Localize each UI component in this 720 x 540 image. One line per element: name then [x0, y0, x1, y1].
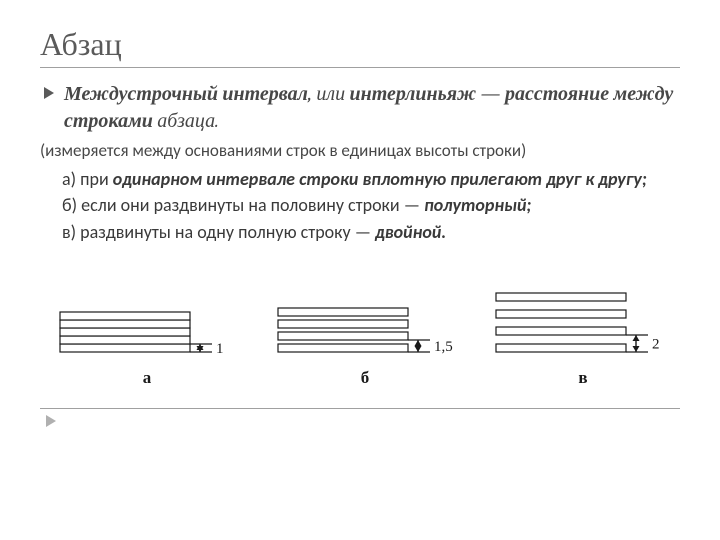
page-title: Абзац — [40, 26, 680, 68]
diagram-a: 1 а — [52, 262, 242, 388]
list-item: в) раздвинуты на одну полную строку — дв… — [62, 220, 680, 244]
diagram-a-label: а — [143, 368, 152, 388]
diagram-a-svg: 1 — [52, 262, 242, 362]
item-c-pre: в) раздвинуты на одну полную строку — — [62, 221, 375, 243]
list-item: а) при одинарном интервале строки вплотн… — [62, 167, 680, 191]
item-a-main: одинарном интервале строки вплотную прил… — [113, 168, 647, 190]
list-item: б) если они раздвинуты на половину строк… — [62, 193, 680, 217]
term-1: Междустрочный интервал — [64, 82, 308, 105]
svg-text:1: 1 — [216, 341, 224, 357]
item-a-pre: а) при — [62, 168, 113, 190]
triangle-icon — [44, 87, 54, 99]
term-2: интерлиньяж — [350, 82, 477, 105]
footer-divider — [40, 408, 680, 409]
sep-dash: — — [476, 82, 505, 105]
diagram-c-label: в — [578, 368, 587, 388]
diagram-c: 2 в — [488, 262, 678, 388]
diagram-b: 1,5 б — [270, 262, 460, 388]
triangle-icon — [46, 415, 680, 427]
main-bullet-row: Междустрочный интервал, или интерлиньяж … — [44, 80, 680, 134]
item-b-main: полуторный; — [424, 194, 531, 216]
diagram-b-svg: 1,5 — [270, 262, 460, 362]
measurement-note: (измеряется между основаниями строк в ед… — [40, 140, 680, 161]
main-definition: Междустрочный интервал, или интерлиньяж … — [64, 80, 680, 134]
item-c-main: двойной. — [375, 221, 446, 243]
svg-text:1,5: 1,5 — [434, 339, 453, 355]
svg-text:2: 2 — [652, 336, 660, 352]
sep-or: , или — [308, 82, 350, 105]
diagram-c-svg: 2 — [488, 262, 678, 362]
diagram-b-label: б — [361, 368, 370, 388]
item-b-pre: б) если они раздвинуты на половину строк… — [62, 194, 424, 216]
variants-list: а) при одинарном интервале строки вплотн… — [40, 167, 680, 244]
diagram-row: 1 а 1,5 б 2 в — [40, 262, 680, 388]
definition-tail: абзаца. — [153, 109, 219, 132]
